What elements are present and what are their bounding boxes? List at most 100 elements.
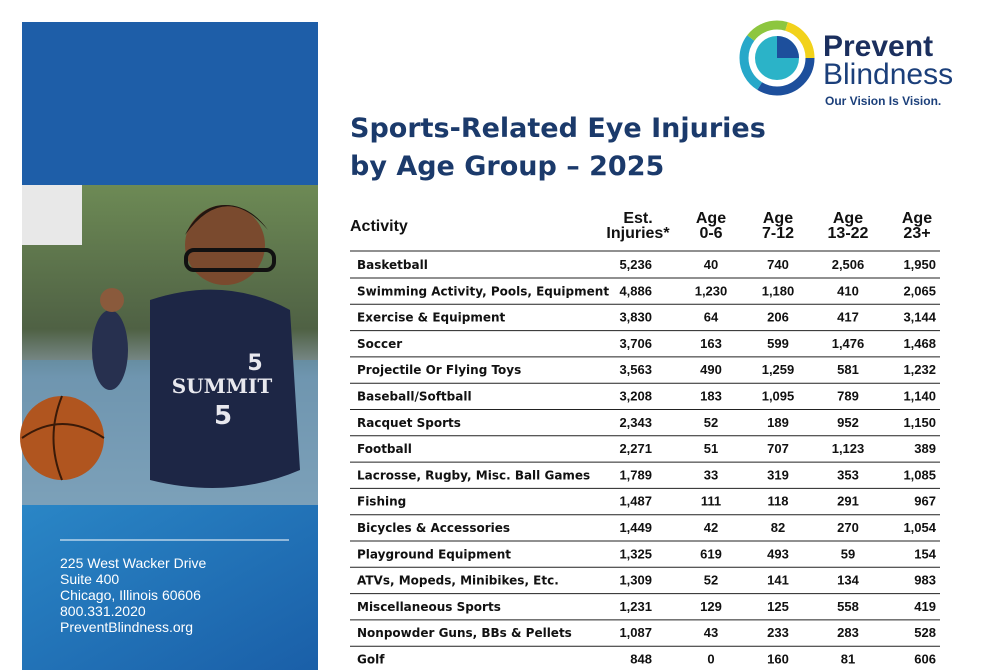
value-cell: 490 bbox=[700, 362, 722, 377]
value-cell: 389 bbox=[914, 441, 936, 456]
value-cell: 2,343 bbox=[619, 415, 652, 430]
logo: Prevent Blindness Our Vision Is Vision. bbox=[739, 20, 953, 108]
value-cell: 740 bbox=[767, 257, 789, 272]
activity-cell: Golf bbox=[357, 653, 385, 667]
column-header: 13-22 bbox=[828, 225, 869, 242]
value-cell: 1,232 bbox=[903, 362, 936, 377]
value-cell: 81 bbox=[841, 652, 855, 667]
value-cell: 1,085 bbox=[903, 467, 936, 482]
logo-line1: Prevent bbox=[823, 30, 933, 63]
value-cell: 1,180 bbox=[762, 283, 795, 298]
jersey-text: SUMMIT bbox=[172, 374, 273, 398]
value-cell: 319 bbox=[767, 467, 789, 482]
value-cell: 1,087 bbox=[619, 625, 652, 640]
value-cell: 283 bbox=[837, 625, 859, 640]
address-panel bbox=[22, 505, 318, 670]
photo: SUMMIT 5 5 bbox=[20, 185, 318, 505]
value-cell: 789 bbox=[837, 389, 859, 404]
address-line: PreventBlindness.org bbox=[60, 619, 193, 635]
title-line1: Sports-Related Eye Injuries bbox=[350, 113, 766, 144]
value-cell: 1,789 bbox=[619, 467, 652, 482]
value-cell: 1,230 bbox=[695, 283, 728, 298]
value-cell: 3,144 bbox=[903, 310, 936, 325]
value-cell: 154 bbox=[914, 546, 936, 561]
value-cell: 270 bbox=[837, 520, 859, 535]
activity-cell: Lacrosse, Rugby, Misc. Ball Games bbox=[357, 468, 590, 482]
value-cell: 619 bbox=[700, 546, 722, 561]
value-cell: 59 bbox=[841, 546, 855, 561]
value-cell: 1,095 bbox=[762, 389, 795, 404]
column-header: Age bbox=[833, 210, 863, 227]
value-cell: 410 bbox=[837, 283, 859, 298]
value-cell: 1,054 bbox=[903, 520, 936, 535]
value-cell: 82 bbox=[771, 520, 785, 535]
value-cell: 52 bbox=[704, 573, 718, 588]
blue-panel bbox=[22, 22, 318, 185]
column-header: Age bbox=[696, 210, 726, 227]
value-cell: 1,150 bbox=[903, 415, 936, 430]
value-cell: 33 bbox=[704, 467, 718, 482]
column-header: 7-12 bbox=[762, 225, 794, 242]
activity-cell: Racquet Sports bbox=[357, 416, 461, 430]
value-cell: 40 bbox=[704, 257, 718, 272]
value-cell: 528 bbox=[914, 625, 936, 640]
value-cell: 493 bbox=[767, 546, 789, 561]
value-cell: 417 bbox=[837, 310, 859, 325]
jersey-number-small: 5 bbox=[247, 351, 262, 376]
column-header: 23+ bbox=[903, 225, 930, 242]
value-cell: 1,487 bbox=[619, 494, 652, 509]
value-cell: 707 bbox=[767, 441, 789, 456]
table: Activity Est.Injuries*Age0-6Age7-12Age13-… bbox=[350, 210, 940, 667]
logo-line2: Blindness bbox=[823, 58, 953, 91]
value-cell: 141 bbox=[767, 573, 789, 588]
value-cell: 1,449 bbox=[619, 520, 652, 535]
value-cell: 2,506 bbox=[832, 257, 865, 272]
value-cell: 3,830 bbox=[619, 310, 652, 325]
value-cell: 118 bbox=[768, 494, 789, 509]
value-cell: 419 bbox=[914, 599, 936, 614]
address-line: 225 West Wacker Drive bbox=[60, 555, 206, 571]
value-cell: 848 bbox=[630, 652, 652, 667]
column-header: Activity bbox=[350, 218, 408, 235]
activity-cell: Baseball/Softball bbox=[357, 390, 472, 404]
column-header: Age bbox=[763, 210, 793, 227]
value-cell: 64 bbox=[704, 310, 719, 325]
value-cell: 3,706 bbox=[619, 336, 652, 351]
value-cell: 2,271 bbox=[619, 441, 652, 456]
value-cell: 1,309 bbox=[619, 573, 652, 588]
value-cell: 189 bbox=[767, 415, 789, 430]
value-cell: 1,325 bbox=[619, 546, 652, 561]
address-line: 800.331.2020 bbox=[60, 603, 146, 619]
value-cell: 163 bbox=[700, 336, 722, 351]
value-cell: 581 bbox=[837, 362, 859, 377]
value-cell: 5,236 bbox=[619, 257, 652, 272]
value-cell: 3,208 bbox=[619, 389, 652, 404]
activity-cell: Soccer bbox=[357, 337, 402, 351]
value-cell: 52 bbox=[704, 415, 718, 430]
value-cell: 4,886 bbox=[619, 283, 652, 298]
value-cell: 233 bbox=[767, 625, 789, 640]
address-line: Chicago, Illinois 60606 bbox=[60, 587, 201, 603]
column-header: Injuries* bbox=[606, 225, 670, 242]
value-cell: 2,065 bbox=[903, 283, 936, 298]
value-cell: 1,140 bbox=[903, 389, 936, 404]
value-cell: 983 bbox=[914, 573, 936, 588]
column-header: 0-6 bbox=[699, 225, 722, 242]
value-cell: 1,950 bbox=[903, 257, 936, 272]
activity-cell: Nonpowder Guns, BBs & Pellets bbox=[357, 626, 572, 640]
value-cell: 0 bbox=[707, 652, 714, 667]
activity-cell: Swimming Activity, Pools, Equipment bbox=[357, 284, 609, 298]
value-cell: 1,476 bbox=[832, 336, 865, 351]
activity-cell: Fishing bbox=[357, 495, 406, 509]
address-line: Suite 400 bbox=[60, 571, 119, 587]
activity-cell: Basketball bbox=[357, 258, 428, 272]
activity-cell: Bicycles & Accessories bbox=[357, 521, 510, 535]
title-line2: by Age Group – 2025 bbox=[350, 151, 664, 182]
value-cell: 42 bbox=[704, 520, 718, 535]
value-cell: 206 bbox=[767, 310, 789, 325]
activity-cell: Projectile Or Flying Toys bbox=[357, 363, 521, 377]
value-cell: 160 bbox=[767, 652, 789, 667]
value-cell: 183 bbox=[700, 389, 722, 404]
